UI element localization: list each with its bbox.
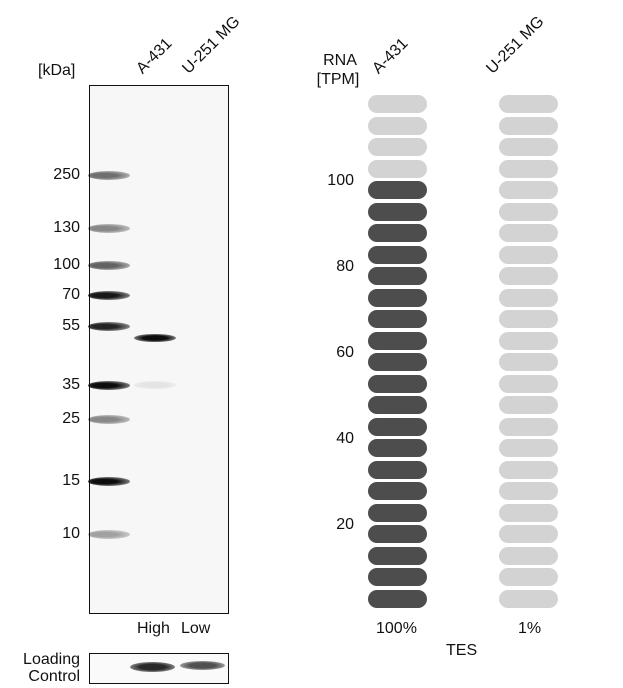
rna-tick-label: 40: [336, 430, 354, 447]
mw-label: 10: [62, 525, 80, 542]
rna-bar-segment: [499, 396, 558, 414]
loading-control-blot: [89, 653, 229, 684]
rna-bar-segment: [368, 95, 427, 113]
rna-bar-segment: [499, 568, 558, 586]
rna-bar-segment: [368, 245, 427, 264]
mw-label: 25: [62, 410, 80, 427]
mw-label: 100: [53, 256, 80, 273]
sample-band: [134, 381, 176, 389]
percent-label-a431: 100%: [376, 620, 417, 637]
mw-label: 250: [53, 166, 80, 183]
loading-control-label-2: Control: [28, 668, 80, 685]
expression-label-high: High: [137, 620, 170, 637]
marker-band: [88, 530, 130, 539]
expression-label-low: Low: [181, 620, 211, 637]
rna-bar-segment: [499, 503, 558, 522]
rna-bar-segment: [368, 482, 427, 500]
western-blot-gel: [88, 85, 229, 614]
mw-label: 130: [53, 219, 80, 236]
rna-bar-segment: [499, 245, 558, 264]
loading-control-band-a431: [130, 662, 175, 672]
rna-bar-segment: [499, 353, 558, 371]
rna-column-label-u251mg: U-251 MG: [483, 13, 548, 78]
marker-band: [88, 381, 130, 390]
rna-bar-segment: [368, 310, 427, 328]
rna-bar-segment: [499, 202, 558, 221]
rna-bar-segment: [368, 374, 427, 393]
rna-bar-segment: [499, 224, 558, 242]
rna-bar-segment: [368, 181, 427, 199]
lane-label-a431: A-431: [133, 35, 176, 78]
rna-bar-segment: [368, 116, 427, 135]
mw-label: 55: [62, 317, 80, 334]
rna-bar-segment: [368, 288, 427, 307]
rna-tick-label: 100: [327, 172, 354, 189]
rna-bar-segment: [499, 460, 558, 479]
rna-bar-segment: [499, 181, 558, 199]
marker-band: [88, 477, 130, 486]
marker-band: [88, 261, 130, 270]
marker-band: [88, 224, 130, 233]
rna-bar-segment: [499, 589, 558, 608]
marker-band: [88, 171, 130, 180]
rna-bar-segment: [368, 589, 427, 608]
rna-bar-segment: [368, 353, 427, 371]
sample-band: [134, 334, 176, 342]
rna-bar-segment: [368, 503, 427, 522]
rna-bar-segment: [368, 460, 427, 479]
marker-band: [88, 322, 130, 331]
rna-bar-segment: [499, 310, 558, 328]
rna-bar-segment: [368, 417, 427, 436]
mw-label: 15: [62, 472, 80, 489]
rna-bar-segment: [499, 482, 558, 500]
rna-bar-segment: [499, 159, 558, 178]
rna-bar-segment: [499, 546, 558, 565]
rna-tick-label: 20: [336, 516, 354, 533]
rna-bar-segment: [499, 95, 558, 113]
rna-bar-segment: [368, 439, 427, 457]
gene-name: TES: [446, 642, 478, 659]
rna-bar-segment: [499, 374, 558, 393]
rna-bar-segment: [368, 568, 427, 586]
rna-bar-segment: [499, 138, 558, 156]
rna-bar-segment: [368, 396, 427, 414]
lane-label-u251mg: U-251 MG: [179, 13, 244, 78]
rna-bar-segment: [499, 331, 558, 350]
rna-bar-segment: [368, 202, 427, 221]
rna-bar-segment: [368, 267, 427, 285]
rna-bar-segment: [368, 138, 427, 156]
loading-control-band-u251mg: [180, 661, 225, 670]
marker-band: [88, 291, 130, 300]
loading-control-label-1: Loading: [23, 651, 80, 668]
marker-band: [88, 415, 130, 424]
rna-bar-segment: [368, 159, 427, 178]
rna-bar-segment: [499, 417, 558, 436]
mw-label: 70: [62, 286, 80, 303]
kda-unit-label: [kDa]: [38, 62, 76, 79]
rna-bar-segment: [499, 267, 558, 285]
rna-tick-label: 80: [336, 258, 354, 275]
mw-label: 35: [62, 376, 80, 393]
rna-tick-label: 60: [336, 344, 354, 361]
rna-bar-segment: [368, 331, 427, 350]
rna-bar-segment: [499, 116, 558, 135]
rna-bar-segment: [499, 525, 558, 543]
rna-label: RNA: [323, 52, 357, 69]
rna-bar-segment: [368, 546, 427, 565]
rna-bar-segment: [499, 288, 558, 307]
rna-bar-segment: [499, 439, 558, 457]
percent-label-u251mg: 1%: [518, 620, 542, 637]
rna-column-label-a431: A-431: [369, 35, 412, 78]
tpm-label: [TPM]: [316, 71, 360, 88]
rna-bar-segment: [368, 224, 427, 242]
rna-bar-segment: [368, 525, 427, 543]
